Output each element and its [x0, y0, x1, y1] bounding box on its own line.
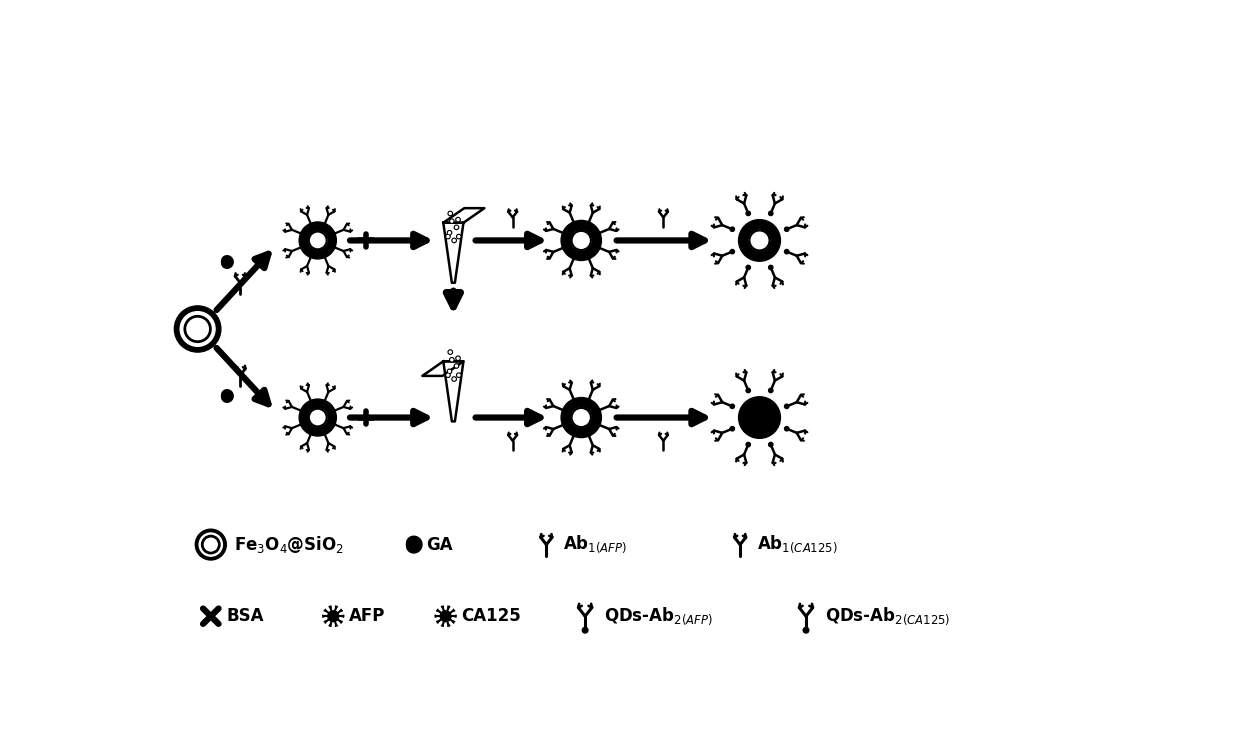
Polygon shape	[407, 536, 422, 553]
Circle shape	[785, 249, 789, 254]
Circle shape	[449, 370, 450, 372]
Circle shape	[746, 211, 750, 216]
Circle shape	[804, 627, 808, 633]
Circle shape	[785, 227, 789, 231]
Circle shape	[785, 404, 789, 409]
Circle shape	[299, 399, 336, 436]
Circle shape	[448, 211, 453, 216]
Polygon shape	[444, 223, 464, 283]
Polygon shape	[423, 361, 464, 376]
Circle shape	[456, 373, 461, 377]
Circle shape	[746, 442, 750, 447]
Circle shape	[200, 533, 222, 556]
Circle shape	[448, 369, 451, 374]
Circle shape	[572, 231, 591, 250]
Circle shape	[446, 373, 450, 377]
Circle shape	[458, 236, 460, 237]
Circle shape	[175, 306, 221, 352]
Circle shape	[730, 249, 734, 254]
Circle shape	[196, 529, 226, 560]
Text: Fe$_3$O$_4$@SiO$_2$: Fe$_3$O$_4$@SiO$_2$	[234, 534, 343, 555]
Circle shape	[769, 266, 773, 269]
Circle shape	[449, 232, 450, 233]
Circle shape	[327, 611, 339, 621]
Text: Ab$_{1(AFP)}$: Ab$_{1(AFP)}$	[563, 534, 627, 555]
Circle shape	[446, 234, 450, 239]
Circle shape	[453, 378, 455, 380]
Circle shape	[583, 627, 588, 633]
Circle shape	[456, 218, 460, 222]
Circle shape	[739, 219, 780, 261]
Text: QDs-Ab$_{2(AFP)}$: QDs-Ab$_{2(AFP)}$	[605, 606, 713, 627]
Circle shape	[453, 239, 455, 242]
Circle shape	[730, 227, 734, 231]
Circle shape	[458, 374, 460, 376]
Circle shape	[455, 226, 458, 228]
Circle shape	[749, 231, 770, 251]
Circle shape	[769, 442, 773, 447]
Polygon shape	[222, 389, 233, 402]
Circle shape	[454, 364, 459, 368]
Circle shape	[746, 389, 750, 392]
Circle shape	[205, 539, 217, 551]
Circle shape	[730, 404, 734, 409]
Text: GA: GA	[427, 536, 453, 554]
Text: AFP: AFP	[348, 607, 386, 625]
Circle shape	[458, 219, 459, 221]
Circle shape	[730, 427, 734, 431]
Circle shape	[560, 220, 601, 260]
Circle shape	[448, 350, 453, 354]
Text: QDs-Ab$_{2(CA125)}$: QDs-Ab$_{2(CA125)}$	[826, 606, 951, 627]
Circle shape	[188, 320, 206, 338]
Circle shape	[572, 408, 591, 427]
Circle shape	[449, 213, 451, 215]
Circle shape	[456, 234, 461, 239]
Circle shape	[451, 377, 456, 381]
Polygon shape	[222, 256, 233, 269]
Text: Ab$_{1(CA125)}$: Ab$_{1(CA125)}$	[758, 534, 838, 555]
Circle shape	[449, 351, 451, 353]
Circle shape	[450, 357, 454, 362]
Circle shape	[739, 397, 780, 439]
Circle shape	[446, 374, 449, 376]
Circle shape	[446, 236, 449, 237]
Circle shape	[451, 238, 456, 242]
Polygon shape	[444, 361, 464, 421]
Circle shape	[448, 231, 451, 235]
Circle shape	[180, 312, 215, 346]
Text: CA125: CA125	[461, 607, 521, 625]
Circle shape	[299, 222, 336, 259]
Circle shape	[769, 211, 773, 216]
Circle shape	[769, 389, 773, 392]
Circle shape	[451, 220, 453, 222]
Circle shape	[454, 225, 459, 230]
Circle shape	[456, 356, 460, 360]
Polygon shape	[444, 208, 485, 223]
Circle shape	[309, 231, 326, 249]
Circle shape	[451, 359, 453, 361]
Circle shape	[458, 357, 459, 360]
Text: BSA: BSA	[226, 607, 264, 625]
Circle shape	[440, 611, 451, 621]
Circle shape	[785, 427, 789, 431]
Circle shape	[309, 409, 326, 427]
Circle shape	[455, 365, 458, 367]
Circle shape	[746, 266, 750, 269]
Circle shape	[450, 219, 454, 223]
Circle shape	[560, 398, 601, 438]
